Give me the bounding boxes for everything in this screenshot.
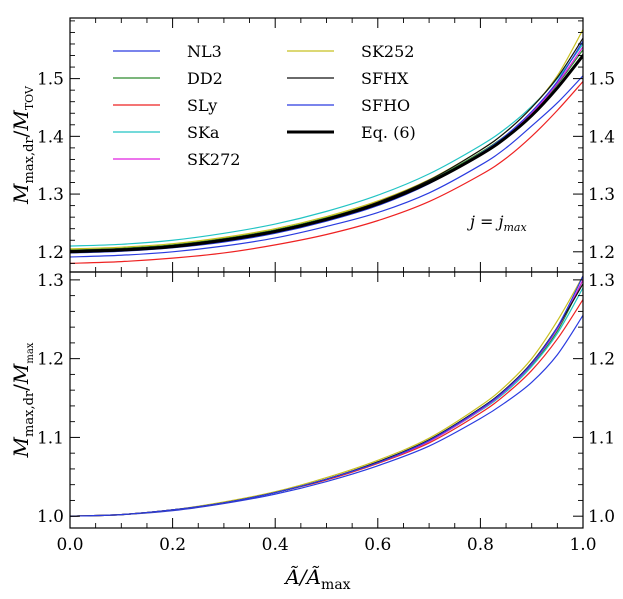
bottom-series-sk272 bbox=[70, 279, 583, 517]
bottom-ytick-label-left: 1.0 bbox=[37, 507, 64, 527]
legend-label-sfho: SFHO bbox=[361, 96, 410, 115]
bottom-ytick-label-right: 1.2 bbox=[588, 350, 615, 370]
top-ytick-label-right: 1.2 bbox=[588, 243, 615, 263]
top-ylabel: Mmax,dr/MTOV bbox=[9, 85, 37, 205]
legend-label-sfhx: SFHX bbox=[361, 69, 409, 88]
legend-label-sly: SLy bbox=[187, 96, 217, 115]
top-ytick-label-right: 1.5 bbox=[588, 70, 615, 90]
bottom-series-nl3 bbox=[70, 314, 583, 517]
top-curves bbox=[70, 28, 583, 264]
x-axis-label-main: Ã/Ã bbox=[283, 565, 321, 589]
bottom-series-sfho bbox=[70, 275, 583, 517]
top-ylabel-sub: max,dr bbox=[22, 137, 37, 184]
bottom-ylabel-sub: max,dr bbox=[22, 390, 37, 437]
bottom-ylabel: Mmax,dr/Mmax bbox=[9, 342, 37, 458]
xtick-label: 0.2 bbox=[159, 535, 186, 555]
bottom-ytick-label-left: 1.2 bbox=[37, 350, 64, 370]
legend-label-sk272: SK272 bbox=[187, 150, 240, 169]
x-axis-label-sub: max bbox=[321, 577, 351, 593]
bottom-ytick-label-right: 1.1 bbox=[588, 428, 615, 448]
bottom-ytick-label-left: 1.1 bbox=[37, 428, 64, 448]
top-ytick-label-right: 1.4 bbox=[588, 127, 615, 147]
bottom-frame bbox=[69, 271, 584, 529]
top-series-sly bbox=[70, 80, 583, 264]
top-series-eq-6 bbox=[70, 54, 583, 254]
top-ylabel-den-sub: TOV bbox=[23, 85, 36, 110]
top-ylabel-den-main: M bbox=[9, 110, 33, 132]
xtick-label: 0.4 bbox=[262, 535, 289, 555]
top-annotation: j = jmax bbox=[467, 212, 527, 234]
bottom-ytick-label-right: 1.3 bbox=[588, 271, 615, 291]
bottom-curves bbox=[70, 275, 583, 517]
xtick-label: 0.8 bbox=[467, 535, 494, 555]
legend-label-nl3: NL3 bbox=[187, 42, 222, 61]
bottom-ylabel-den-main: M bbox=[9, 363, 33, 385]
xtick-label: 0.6 bbox=[364, 535, 391, 555]
top-legend: NL3 DD2 SLy SKa SK272 SK252 SFHX SFHO Eq. (6) bbox=[113, 42, 416, 169]
top-ytick-label-left: 1.2 bbox=[37, 243, 64, 263]
panel-top: 1.2 1.2 1.3 1.3 1.4 1.4 1.5 1.5 NL3 DD2 SLy SKa SK2… bbox=[9, 17, 615, 273]
x-axis-label: Ã/Ãmax bbox=[283, 565, 350, 593]
top-ticks: 1.2 1.2 1.3 1.3 1.4 1.4 1.5 1.5 bbox=[37, 18, 615, 272]
bottom-ylabel-main: M bbox=[9, 436, 33, 458]
top-ylabel-main: M bbox=[9, 183, 33, 205]
xtick-label: 1.0 bbox=[569, 535, 596, 555]
bottom-ytick-label-left: 1.3 bbox=[37, 271, 64, 291]
top-ytick-label-right: 1.3 bbox=[588, 185, 615, 205]
bottom-series-sly bbox=[70, 298, 583, 517]
top-ytick-label-left: 1.3 bbox=[37, 185, 64, 205]
legend-label-dd2: DD2 bbox=[187, 69, 223, 88]
legend-label-eq-6: Eq. (6) bbox=[361, 123, 416, 142]
legend-label-ska: SKa bbox=[187, 123, 220, 142]
legend-label-sk252: SK252 bbox=[361, 42, 414, 61]
top-annotation-sub: max bbox=[504, 221, 528, 234]
top-ytick-label-left: 1.4 bbox=[37, 127, 64, 147]
xtick-label: 0.0 bbox=[56, 535, 83, 555]
bottom-series-dd2 bbox=[70, 279, 583, 517]
top-series-nl3 bbox=[70, 75, 583, 258]
panel-bottom: 1.0 1.0 1.1 1.1 1.2 1.2 1.3 1.3 0.0 0.2 0.4 0.6 0.8 1… bbox=[9, 271, 615, 593]
bottom-ylabel-den-sub: max bbox=[25, 342, 36, 363]
top-series-ska bbox=[70, 43, 583, 247]
top-ytick-label-left: 1.5 bbox=[37, 70, 64, 90]
bottom-ticks: 1.0 1.0 1.1 1.1 1.2 1.2 1.3 1.3 0.0 0.2 0.4 0.6 0.8 1… bbox=[37, 271, 615, 555]
bottom-ytick-label-right: 1.0 bbox=[588, 507, 615, 527]
